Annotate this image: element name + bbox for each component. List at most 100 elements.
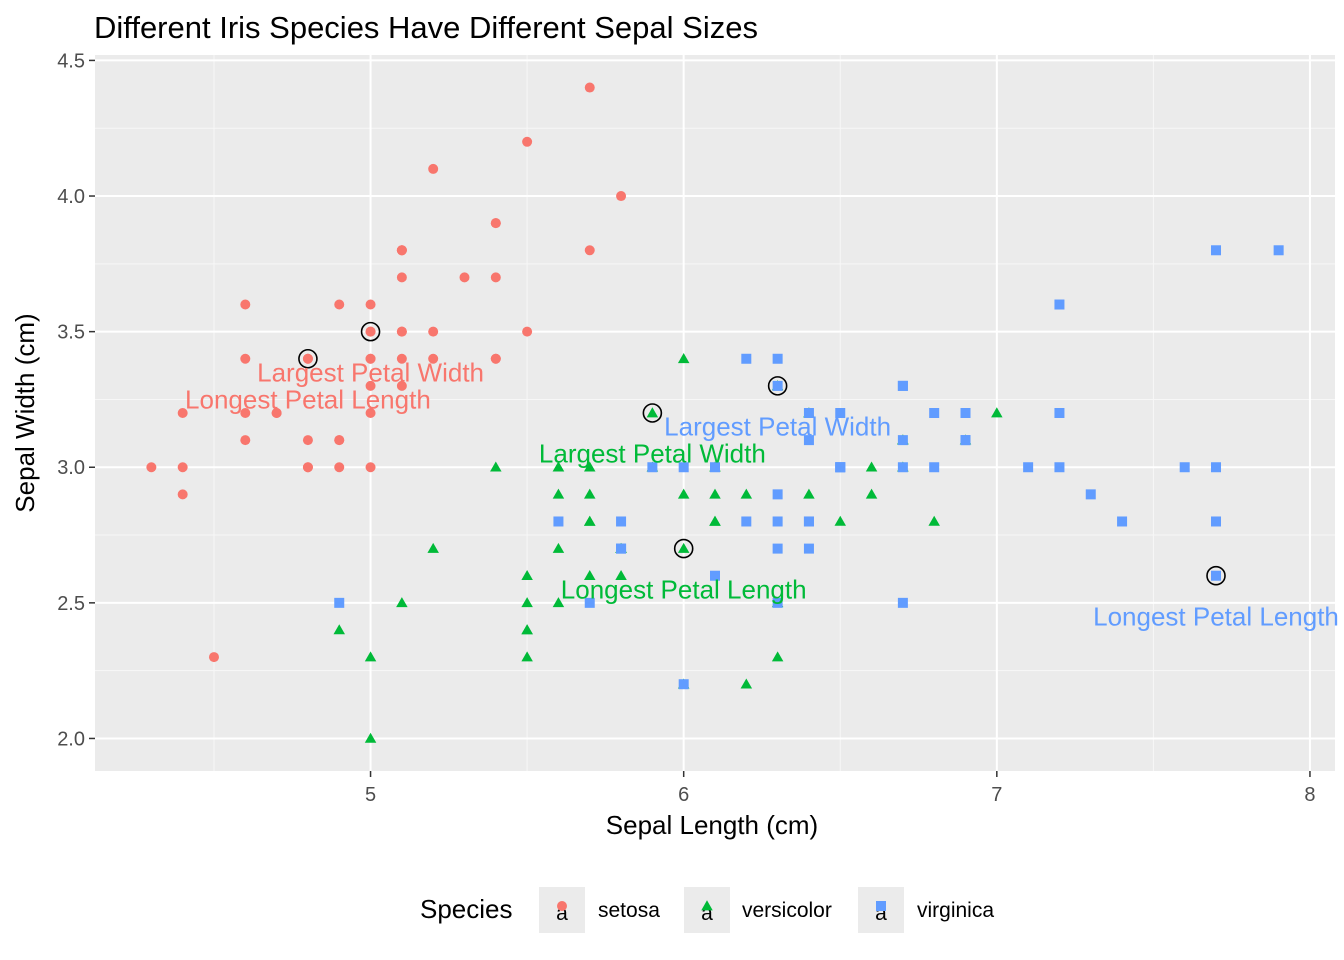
legend-symbol-virginica	[876, 901, 886, 911]
y-tick-label: 2.0	[57, 728, 85, 750]
data-point-versicolor	[333, 624, 345, 635]
data-point-versicolor	[552, 488, 565, 499]
data-point-virginica	[897, 597, 908, 608]
data-point-versicolor	[364, 732, 377, 743]
data-point-versicolor	[834, 515, 847, 526]
data-point-virginica	[960, 408, 971, 418]
data-point-versicolor	[552, 597, 565, 608]
data-point-setosa	[396, 380, 407, 391]
data-point-virginica	[1023, 462, 1034, 473]
data-point-setosa	[240, 435, 251, 446]
data-point-virginica	[678, 679, 689, 690]
data-point-virginica	[772, 597, 783, 608]
data-point-virginica	[835, 408, 846, 418]
data-point-setosa	[240, 353, 251, 364]
data-point-virginica	[1211, 516, 1222, 527]
highlight-ring	[298, 348, 318, 369]
data-point-versicolor	[521, 624, 533, 635]
data-point-versicolor	[771, 651, 784, 662]
y-tick-label: 4.0	[57, 186, 85, 208]
data-point-setosa	[428, 163, 439, 174]
data-point-virginica	[1211, 462, 1222, 473]
data-point-virginica	[741, 353, 752, 364]
data-point-versicolor	[677, 353, 690, 364]
data-point-virginica	[1085, 489, 1096, 500]
data-point-virginica	[1179, 462, 1190, 473]
highlight-ring	[360, 321, 381, 342]
data-point-virginica	[741, 516, 752, 527]
data-point-versicolor	[583, 515, 596, 526]
data-point-virginica	[710, 462, 720, 473]
annotation-label: Largest Petal Width	[664, 412, 891, 442]
data-point-setosa	[240, 408, 251, 418]
x-tick-label: 8	[1304, 784, 1315, 806]
x-axis-title: Sepal Length (cm)	[606, 810, 818, 840]
data-point-versicolor	[709, 488, 721, 499]
legend-item-setosa: a setosa	[539, 887, 660, 933]
data-point-virginica	[1054, 408, 1065, 418]
highlight-ring	[673, 538, 694, 559]
data-point-virginica	[929, 408, 940, 418]
y-tick-label: 4.5	[57, 50, 85, 72]
data-point-versicolor	[583, 569, 596, 581]
x-tick-label: 6	[678, 784, 689, 806]
data-point-setosa	[365, 408, 376, 418]
data-points	[146, 82, 1284, 743]
data-point-setosa	[177, 489, 188, 500]
data-point-versicolor	[615, 569, 627, 581]
data-point-virginica	[553, 516, 564, 527]
data-point-virginica	[1211, 570, 1222, 581]
data-point-virginica	[1211, 245, 1222, 256]
data-point-versicolor	[521, 651, 533, 662]
data-point-virginica	[616, 516, 627, 527]
highlight-ring	[767, 376, 788, 396]
data-point-virginica	[897, 380, 908, 391]
data-point-setosa	[522, 326, 533, 337]
data-point-versicolor	[396, 597, 408, 608]
data-point-setosa	[396, 272, 407, 283]
data-point-setosa	[522, 136, 533, 147]
highlight-ring	[642, 403, 663, 423]
x-tick-label: 7	[991, 784, 1002, 806]
data-point-setosa	[146, 462, 157, 473]
data-point-setosa	[459, 272, 470, 283]
y-tick-label: 2.5	[57, 593, 85, 615]
data-point-setosa	[396, 245, 407, 256]
data-point-virginica	[772, 489, 783, 500]
data-point-versicolor	[521, 569, 533, 581]
legend-label-virginica: virginica	[917, 899, 994, 922]
data-point-virginica	[1117, 516, 1128, 527]
data-point-virginica	[584, 597, 595, 608]
data-point-setosa	[584, 245, 595, 256]
plot-panel	[95, 55, 1335, 771]
data-point-versicolor	[677, 542, 690, 553]
data-point-versicolor	[364, 651, 377, 662]
data-point-versicolor	[490, 461, 502, 472]
highlight-ring	[1206, 565, 1226, 586]
data-point-setosa	[302, 462, 313, 473]
legend-label-versicolor: versicolor	[742, 899, 832, 922]
data-point-virginica	[803, 543, 814, 554]
data-point-virginica	[647, 462, 658, 473]
data-point-setosa	[396, 326, 407, 337]
legend-item-virginica: a virginica	[858, 887, 994, 933]
data-point-versicolor	[677, 488, 690, 499]
data-point-virginica	[960, 435, 971, 446]
data-point-setosa	[302, 353, 313, 364]
data-point-setosa	[240, 299, 251, 310]
data-point-setosa	[302, 435, 313, 446]
annotation-label: Largest Petal Width	[257, 357, 484, 387]
data-point-setosa	[334, 435, 345, 446]
legend-item-versicolor: a versicolor	[684, 887, 832, 933]
y-axis-title: Sepal Width (cm)	[10, 313, 40, 512]
annotation-label: Largest Petal Width	[539, 439, 766, 469]
data-point-setosa	[365, 326, 376, 337]
data-point-virginica	[803, 435, 814, 446]
data-point-virginica	[678, 462, 689, 473]
data-point-setosa	[334, 299, 345, 310]
data-point-setosa	[177, 462, 188, 473]
data-point-virginica	[772, 516, 783, 527]
y-tick-label: 3.0	[57, 457, 85, 479]
data-point-virginica	[710, 570, 720, 581]
